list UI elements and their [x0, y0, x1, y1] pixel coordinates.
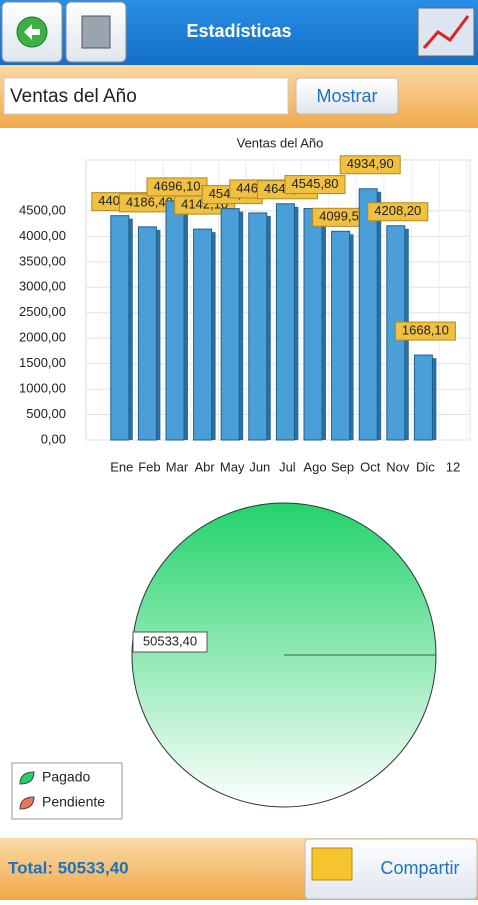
y-tick-label: 2500,00	[19, 304, 66, 319]
bar	[275, 203, 295, 441]
legend-swatch	[19, 796, 35, 810]
legend-label: Pagado	[42, 769, 90, 785]
show-button[interactable]	[295, 77, 399, 115]
bar-side	[322, 211, 326, 440]
x-tick-label: Feb	[138, 459, 160, 474]
bar-side	[156, 229, 161, 440]
x-tick-label: 12	[446, 459, 460, 474]
data-label-box	[367, 202, 429, 222]
dropdown[interactable]	[3, 77, 289, 115]
y-tick-label: 3000,00	[19, 279, 66, 294]
x-tick-label: Dic	[416, 459, 435, 474]
y-tick-label: 4000,00	[19, 228, 66, 243]
bar-side	[128, 218, 133, 440]
x-tick-label: Ene	[110, 459, 133, 474]
folder-icon	[311, 847, 353, 881]
legend-label: Pendiente	[42, 794, 105, 810]
data-label: 4696,10	[154, 178, 201, 193]
x-tick-label: Oct	[360, 459, 381, 474]
bar	[358, 188, 378, 441]
y-tick-label: 0,00	[41, 431, 66, 446]
y-tick-label: 3500,00	[19, 253, 66, 268]
bar-side	[239, 211, 244, 440]
legend-swatch	[19, 771, 35, 785]
y-tick-label: 1000,00	[19, 381, 66, 396]
data-label: 4208,20	[374, 203, 421, 218]
x-tick-label: Nov	[386, 459, 410, 474]
x-tick-label: Jul	[279, 459, 296, 474]
data-label: 50533,40	[143, 633, 197, 648]
arrow-icon	[24, 24, 40, 40]
bar	[248, 212, 268, 441]
x-tick-label: Ago	[303, 459, 326, 474]
bar-side	[294, 206, 299, 440]
bar	[110, 215, 130, 441]
bar-side	[184, 203, 188, 440]
y-tick-label: 1500,00	[19, 355, 66, 370]
data-label-box	[339, 155, 401, 175]
bar	[193, 228, 213, 441]
data-label: 4186,40	[126, 194, 173, 209]
bar	[220, 208, 240, 441]
data-label: 4545,80	[292, 176, 339, 191]
y-tick-label: 4500,00	[19, 202, 66, 217]
bar-side	[266, 215, 271, 440]
data-label-box	[132, 631, 208, 653]
bar	[331, 230, 351, 441]
bar	[413, 354, 433, 441]
x-tick-label: Jun	[249, 459, 270, 474]
device-icon	[81, 15, 111, 49]
x-tick-label: Mar	[166, 459, 189, 474]
bar	[165, 200, 185, 441]
share-label: Compartir	[380, 858, 459, 878]
header-title: Estadísticas	[186, 21, 291, 41]
bar-side	[211, 232, 216, 440]
y-tick-label: 500,00	[26, 406, 66, 421]
bar-side	[349, 234, 354, 440]
y-tick-label: 2000,00	[19, 330, 66, 345]
data-label-box	[284, 175, 346, 195]
data-label-box	[394, 321, 456, 341]
x-tick-label: Sep	[331, 459, 354, 474]
bar-side	[377, 191, 382, 440]
chart-icon	[422, 15, 470, 49]
bar-title: Ventas del Año	[237, 135, 324, 150]
total: Total: 50533,40	[8, 858, 129, 877]
data-label: 4099,50	[319, 209, 366, 224]
data-label: 4934,90	[347, 156, 394, 171]
data-label: 1668,10	[402, 323, 449, 338]
dropdown-value: Ventas del Año	[10, 86, 137, 107]
chart-button[interactable]	[417, 7, 475, 57]
bar-side	[432, 358, 437, 440]
x-tick-label: Abr	[194, 459, 215, 474]
bar	[137, 226, 157, 441]
x-tick-label: May	[220, 459, 245, 474]
show-button-label: Mostrar	[316, 86, 377, 106]
bar	[303, 208, 323, 441]
